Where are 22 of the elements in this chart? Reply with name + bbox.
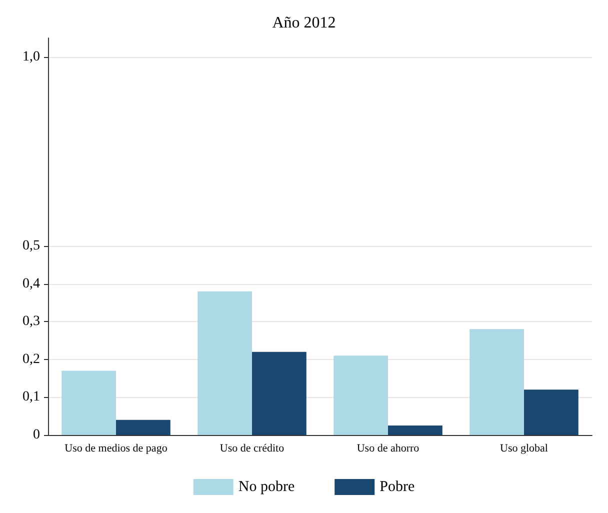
bar [198, 291, 252, 435]
legend-label: Pobre [380, 479, 415, 495]
y-tick-label: 1,0 [22, 49, 40, 64]
x-tick-label: Uso global [500, 442, 548, 454]
chart-title: Año 2012 [272, 14, 336, 32]
bar [334, 356, 388, 435]
y-tick-label: 0,1 [22, 390, 40, 405]
y-tick-label: 0,5 [22, 238, 40, 254]
bar [116, 420, 170, 435]
legend-label: No pobre [238, 479, 295, 495]
bar [470, 329, 524, 435]
y-tick-label: 0,2 [22, 352, 40, 367]
bar [62, 370, 116, 435]
y-tick-label: 0 [33, 428, 40, 442]
bar [524, 390, 578, 435]
y-tick-label: 0,3 [22, 314, 40, 330]
bar [252, 352, 306, 435]
x-tick-label: Uso de crédito [220, 442, 285, 454]
bar [388, 426, 442, 435]
x-tick-label: Uso de ahorro [356, 442, 420, 454]
y-tick-label: 0,4 [22, 276, 40, 292]
x-tick-label: Uso de medios de pago [64, 442, 168, 454]
